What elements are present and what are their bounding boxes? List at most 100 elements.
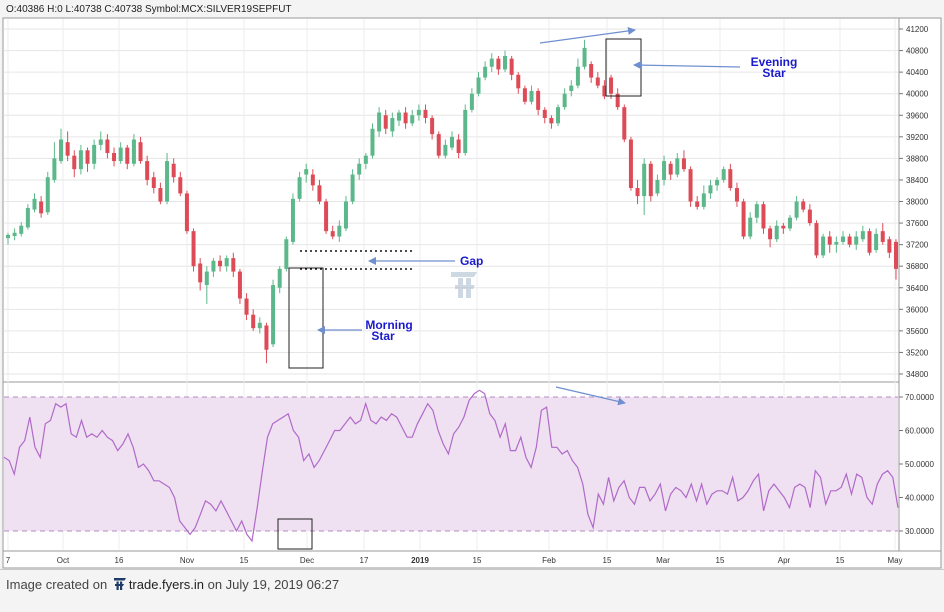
candle — [410, 109, 415, 127]
gap-label: Gap — [460, 254, 483, 268]
candle — [708, 179, 713, 199]
candle-body — [774, 225, 779, 240]
candle-body — [469, 93, 474, 110]
candle — [602, 80, 607, 100]
candle — [310, 169, 315, 191]
candle — [65, 131, 70, 162]
candle — [92, 139, 97, 170]
candle — [509, 55, 514, 81]
candle — [463, 104, 468, 156]
candle-body — [668, 163, 673, 175]
candle-body — [6, 234, 10, 239]
candle-body — [257, 322, 262, 329]
candle-body — [675, 158, 680, 175]
candle — [569, 80, 574, 97]
candle-body — [615, 93, 620, 108]
candle-body — [112, 152, 117, 162]
evening-star-arrow — [633, 61, 741, 70]
candle — [668, 161, 673, 180]
price-tick-label: 38000 — [906, 198, 929, 207]
candle — [350, 169, 355, 205]
candle — [304, 163, 309, 183]
candle — [496, 55, 501, 75]
x-tick-label: Nov — [180, 556, 194, 565]
time-axis-panel — [2, 550, 942, 569]
footer-prefix: Image created on — [6, 577, 108, 592]
candle-body — [171, 163, 176, 178]
candle — [774, 220, 779, 242]
candle — [39, 196, 44, 218]
candles — [6, 39, 898, 364]
candle — [158, 182, 163, 205]
candle — [165, 152, 170, 205]
candle-body — [383, 115, 388, 129]
candle-body — [25, 207, 30, 228]
candle-body — [688, 169, 693, 202]
rsi-tick-label: 40.0000 — [905, 494, 934, 503]
candle-body — [423, 109, 428, 118]
candle — [688, 166, 693, 207]
candle-body — [396, 112, 401, 121]
candle-body — [52, 158, 57, 180]
candle — [284, 236, 289, 272]
candle-body — [821, 236, 826, 256]
candle — [343, 196, 348, 232]
candle — [556, 104, 561, 127]
candle-body — [556, 107, 561, 124]
candle — [542, 107, 547, 124]
candle-body — [198, 263, 203, 283]
candle-body — [582, 47, 587, 67]
candle-body — [72, 155, 77, 170]
candle-body — [430, 117, 435, 135]
candle — [549, 115, 554, 129]
rsi-tick-label: 50.0000 — [905, 460, 934, 469]
candle — [416, 104, 421, 121]
candle — [45, 171, 50, 215]
candle — [834, 236, 839, 253]
candle — [721, 166, 726, 183]
candle-body — [894, 241, 898, 269]
candle-body — [450, 136, 454, 148]
candle-body — [416, 109, 421, 116]
candle — [237, 268, 242, 304]
rsi-tick-label: 30.0000 — [905, 527, 934, 536]
candle-body — [834, 241, 839, 245]
candle — [436, 131, 441, 159]
candle — [847, 233, 852, 248]
x-tick-label: 2019 — [411, 556, 429, 565]
price-tick-label: 39600 — [906, 111, 929, 120]
candle-body — [708, 185, 713, 194]
candle-body — [489, 58, 494, 67]
candle — [211, 258, 216, 277]
candle — [854, 231, 859, 251]
x-axis: 7 Oct 16 Nov 15 Dec 17 2019 15 Feb 15 Mar 15 Apr 15 May — [6, 556, 903, 565]
candle — [257, 317, 262, 334]
candle-body — [807, 209, 812, 224]
footer-site-link[interactable]: trade.fyers.in — [128, 577, 204, 592]
right-axis-panel — [898, 17, 942, 552]
candle-body — [277, 268, 282, 288]
candle-body — [536, 90, 541, 110]
candle-body — [211, 260, 216, 272]
candle — [622, 104, 627, 143]
candle — [59, 128, 64, 164]
price-tick-label: 36800 — [906, 262, 929, 271]
candle — [880, 223, 885, 245]
candle — [430, 115, 435, 140]
candle — [695, 196, 700, 210]
candle — [118, 142, 123, 164]
candle — [72, 150, 77, 178]
fyers-logo-icon — [113, 577, 127, 594]
candle — [503, 50, 508, 73]
candle-body — [337, 225, 342, 237]
candle — [131, 134, 136, 167]
candle-body — [794, 201, 799, 218]
candle-body — [78, 150, 83, 170]
x-tick-label: Mar — [656, 556, 670, 565]
candle — [635, 179, 640, 205]
candle-body — [609, 77, 614, 94]
price-tick-label: 40400 — [906, 68, 929, 77]
candle — [370, 123, 375, 159]
candle-body — [284, 239, 289, 269]
rsi-y-axis: 70.0000 60.0000 50.0000 40.0000 30.0000 — [899, 393, 934, 536]
